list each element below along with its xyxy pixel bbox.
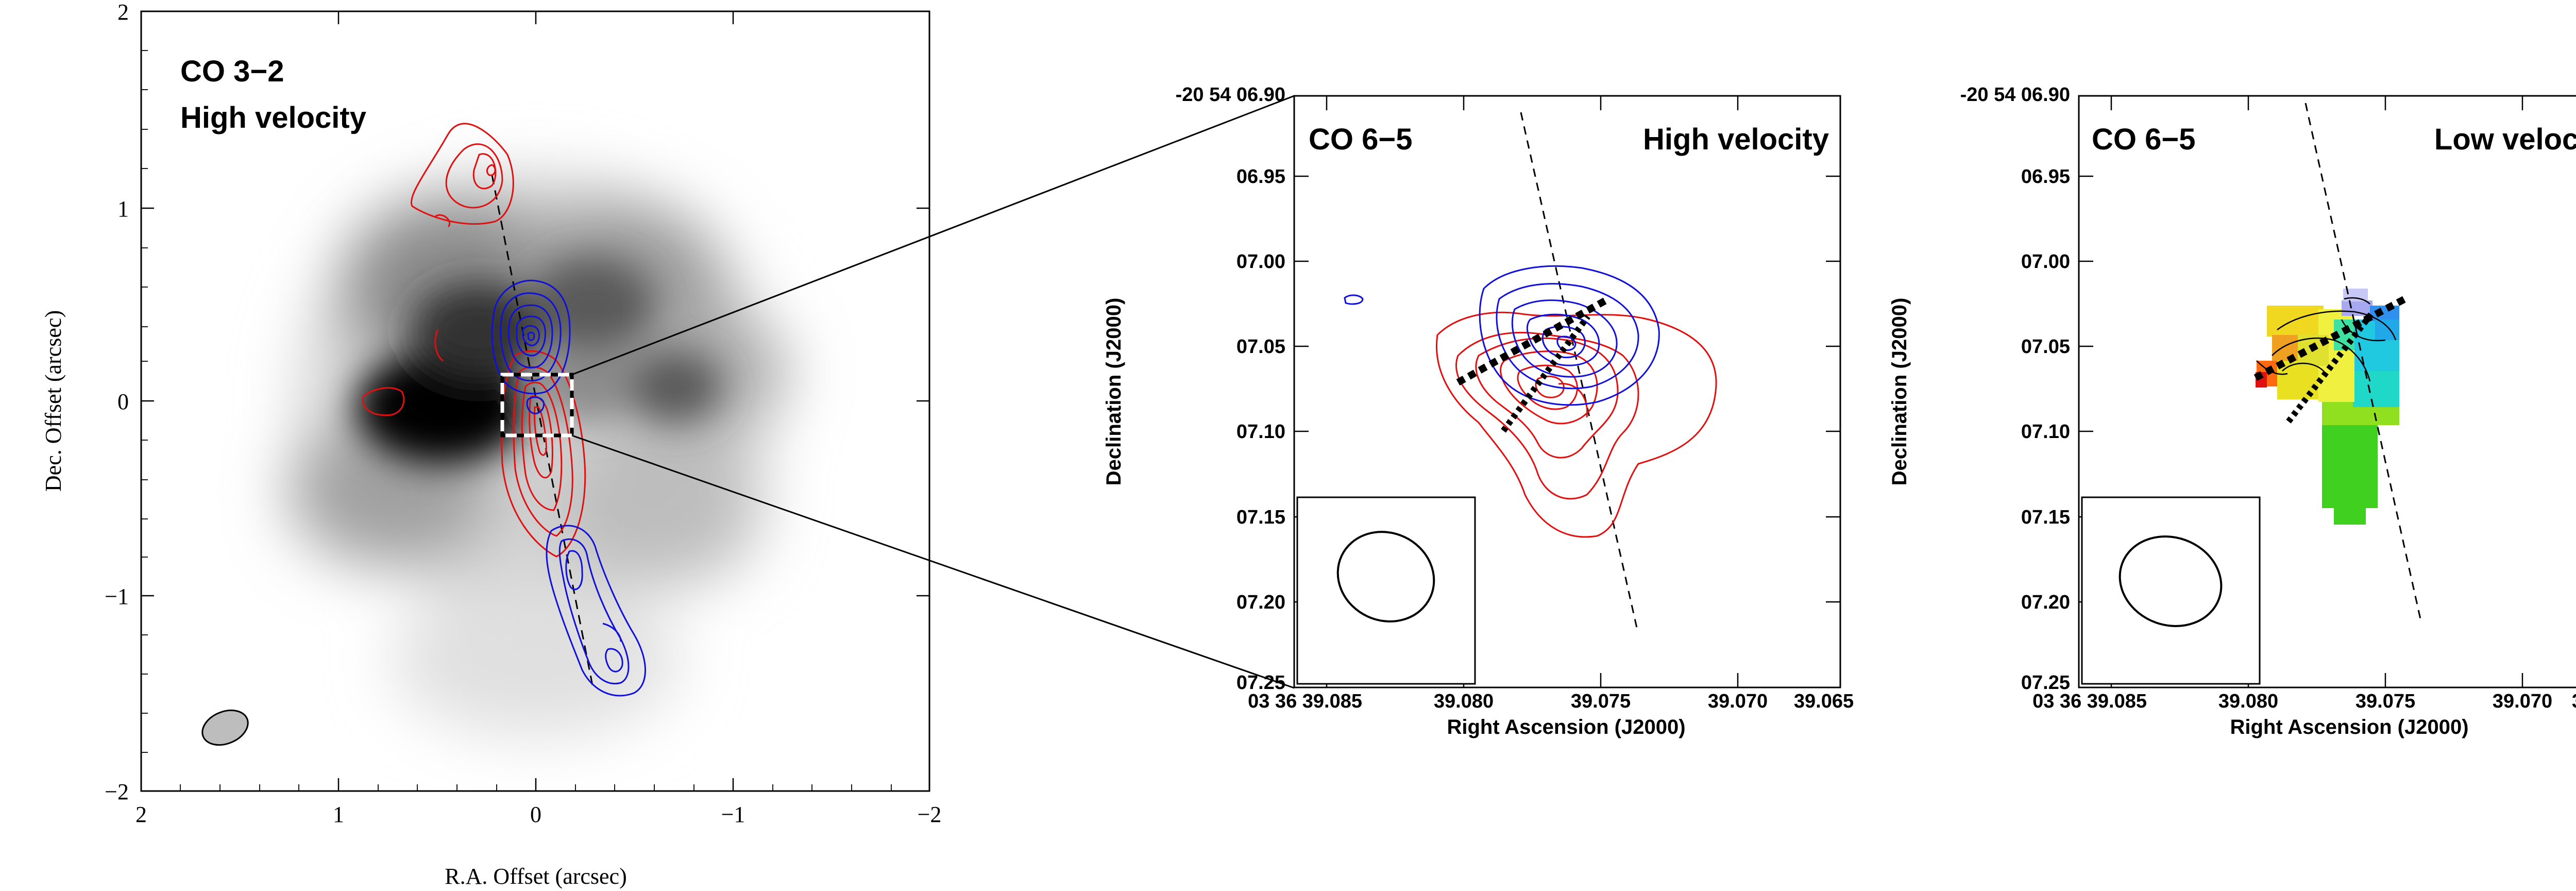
right-pv-lines xyxy=(2253,295,2407,424)
left-panel: CO 3−2 High velocity 2 1 0 −1 −2 2 1 0 −… xyxy=(41,0,941,889)
middle-blue-contours xyxy=(1344,265,1660,406)
right-yaxis-label: Declination (J2000) xyxy=(1888,298,1911,486)
left-yaxis-label: Dec. Offset (arcsec) xyxy=(41,310,66,492)
right-panel: CO 6−5 Low velocity -20 54 06.90 06.95 0… xyxy=(1888,84,2576,738)
svg-text:0: 0 xyxy=(530,802,541,827)
right-molecule-label: CO 6−5 xyxy=(2092,123,2196,156)
svg-text:−1: −1 xyxy=(721,802,745,827)
right-ytop-label: -20 54 06.90 xyxy=(1960,84,2070,106)
middle-xaxis-label: Right Ascension (J2000) xyxy=(1447,716,1685,738)
right-beam-inset xyxy=(2081,496,2261,685)
svg-text:06.95: 06.95 xyxy=(1236,166,1285,188)
middle-beam-inset xyxy=(1296,496,1476,685)
svg-text:1: 1 xyxy=(333,802,344,827)
svg-text:07.05: 07.05 xyxy=(1236,336,1285,358)
right-xaxis-label: Right Ascension (J2000) xyxy=(2230,716,2468,738)
svg-text:06.95: 06.95 xyxy=(2021,166,2070,188)
right-xtick-labels: 39.080 39.075 39.070 39.065 xyxy=(2218,691,2576,712)
middle-beam-ellipse xyxy=(1336,531,1435,623)
middle-outflow-axis xyxy=(1520,112,1638,628)
svg-text:2: 2 xyxy=(135,802,147,827)
left-molecule-label: CO 3−2 xyxy=(180,55,284,88)
svg-text:07.15: 07.15 xyxy=(1236,507,1285,528)
svg-text:39.070: 39.070 xyxy=(2493,691,2552,712)
svg-text:39.065: 39.065 xyxy=(1794,691,1854,712)
svg-text:−1: −1 xyxy=(105,584,129,609)
svg-text:−2: −2 xyxy=(918,802,942,827)
svg-text:−2: −2 xyxy=(105,779,129,804)
svg-text:07.20: 07.20 xyxy=(2021,592,2070,613)
svg-text:1: 1 xyxy=(117,196,129,222)
svg-text:07.25: 07.25 xyxy=(1236,672,1285,694)
right-ytick-labels: 06.95 07.00 07.05 07.10 07.15 07.20 07.2… xyxy=(2021,166,2070,694)
svg-text:39.075: 39.075 xyxy=(1571,691,1631,712)
middle-xtick-labels: 39.080 39.075 39.070 39.065 xyxy=(1434,691,1854,712)
svg-text:07.10: 07.10 xyxy=(1236,421,1285,443)
svg-text:07.10: 07.10 xyxy=(2021,421,2070,443)
svg-text:0: 0 xyxy=(117,389,129,414)
svg-text:39.080: 39.080 xyxy=(1434,691,1494,712)
svg-text:39.070: 39.070 xyxy=(1708,691,1768,712)
middle-yaxis-label: Declination (J2000) xyxy=(1103,298,1125,486)
outflow-axis-line xyxy=(491,175,594,686)
beam-ellipse xyxy=(201,709,249,746)
svg-text:2: 2 xyxy=(117,0,129,25)
left-velocity-label: High velocity xyxy=(180,101,366,135)
middle-panel: CO 6−5 High velocity -20 54 06.90 06.95 … xyxy=(1103,84,1854,738)
continuum-greyscale xyxy=(289,175,788,737)
svg-text:39.065: 39.065 xyxy=(2572,691,2576,712)
middle-molecule-label: CO 6−5 xyxy=(1309,123,1413,156)
middle-velocity-label: High velocity xyxy=(1643,123,1829,156)
svg-text:39.075: 39.075 xyxy=(2355,691,2415,712)
blue-contours xyxy=(491,279,646,697)
left-xaxis-label: R.A. Offset (arcsec) xyxy=(445,864,626,889)
svg-text:39.080: 39.080 xyxy=(2218,691,2278,712)
middle-ytop-label: -20 54 06.90 xyxy=(1176,84,1285,106)
zoom-connector-bottom xyxy=(571,434,1295,689)
left-ytick-labels: 2 1 0 −1 −2 xyxy=(105,0,129,804)
svg-text:07.20: 07.20 xyxy=(1236,592,1285,613)
zoom-box[interactable] xyxy=(500,373,574,438)
svg-text:07.00: 07.00 xyxy=(2021,251,2070,273)
svg-text:07.05: 07.05 xyxy=(2021,336,2070,358)
right-beam-ellipse xyxy=(2119,535,2223,627)
right-velocity-label: Low velocity xyxy=(2434,123,2576,156)
zoom-connector-top xyxy=(571,95,1295,376)
left-axis-ticks xyxy=(141,11,929,791)
left-xtick-labels: 2 1 0 −1 −2 xyxy=(135,802,941,827)
svg-text:07.00: 07.00 xyxy=(1236,251,1285,273)
right-xfirst-label: 03 36 39.085 xyxy=(2032,691,2147,712)
right-outflow-axis xyxy=(2304,103,2422,624)
svg-text:07.15: 07.15 xyxy=(2021,507,2070,528)
middle-pv-lines xyxy=(1456,295,1611,433)
svg-text:07.25: 07.25 xyxy=(2021,672,2070,694)
middle-xfirst-label: 03 36 39.085 xyxy=(1248,691,1362,712)
middle-ytick-labels: 06.95 07.00 07.05 07.10 07.15 07.20 07.2… xyxy=(1236,166,1285,694)
